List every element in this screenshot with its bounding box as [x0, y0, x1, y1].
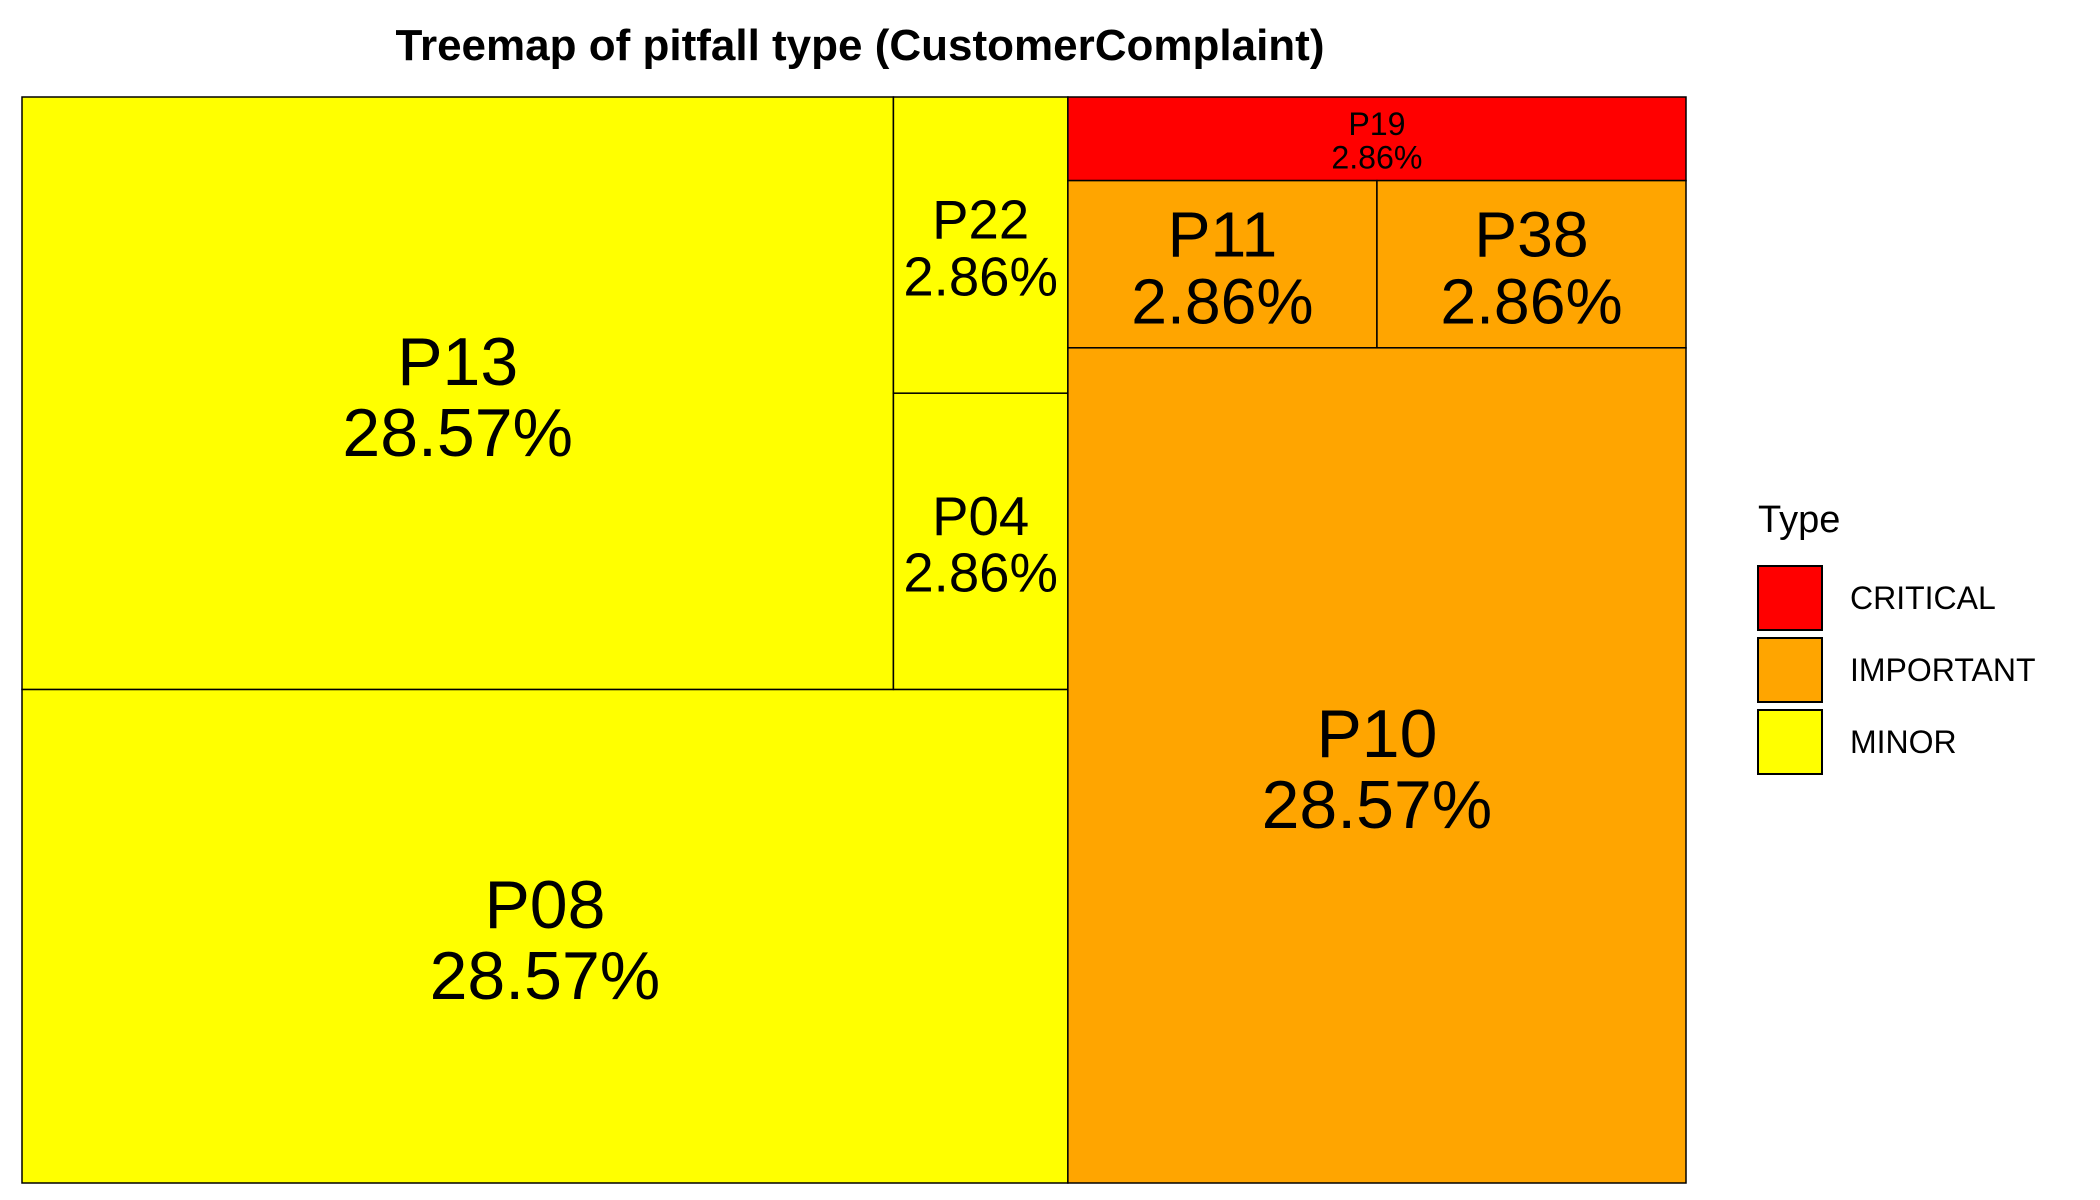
treemap-tiles: P0828.57%P1328.57%P222.86%P042.86%P192.8…: [21, 96, 1687, 1184]
legend: Type CRITICAL IMPORTANT MINOR: [1757, 499, 2035, 775]
tile-value-p13: 28.57%: [342, 395, 573, 471]
legend-key-minor: [1757, 709, 1823, 775]
tile-value-p22: 2.86%: [903, 246, 1058, 307]
legend-label-important: IMPORTANT: [1850, 652, 2035, 688]
tile-rect-p10: [1067, 347, 1687, 1184]
tile-rect-p38: [1376, 179, 1687, 349]
tile-label-p38: P38: [1474, 198, 1588, 270]
tile-rect-p08: [21, 688, 1069, 1184]
tile-label-p04: P04: [932, 486, 1029, 547]
tile-rect-p11: [1067, 179, 1378, 349]
legend-label-minor: MINOR: [1850, 724, 1957, 760]
tile-rect-p04: [892, 392, 1069, 691]
tile-rect-p19: [1067, 96, 1687, 182]
tile-rect-p22: [892, 96, 1069, 394]
tile-label-p22: P22: [932, 190, 1029, 251]
tile-value-p08: 28.57%: [430, 938, 661, 1014]
tile-value-p04: 2.86%: [903, 542, 1058, 603]
legend-key-important: [1757, 637, 1823, 703]
legend-title: Type: [1758, 499, 1840, 541]
legend-key-critical: [1757, 565, 1823, 631]
tile-label-p11: P11: [1168, 198, 1278, 270]
tile-value-p10: 28.57%: [1262, 767, 1493, 843]
chart-title: Treemap of pitfall type (CustomerComplai…: [396, 21, 1325, 70]
tile-rect-p13: [21, 96, 895, 691]
tile-label-p13: P13: [397, 324, 518, 400]
tile-value-p38: 2.86%: [1440, 265, 1622, 337]
tile-label-p10: P10: [1316, 696, 1437, 772]
tile-label-p08: P08: [484, 867, 605, 943]
tile-label-p19: P19: [1348, 106, 1405, 142]
tile-value-p11: 2.86%: [1131, 265, 1313, 337]
legend-label-critical: CRITICAL: [1850, 580, 1996, 616]
tile-value-p19: 2.86%: [1331, 139, 1422, 175]
